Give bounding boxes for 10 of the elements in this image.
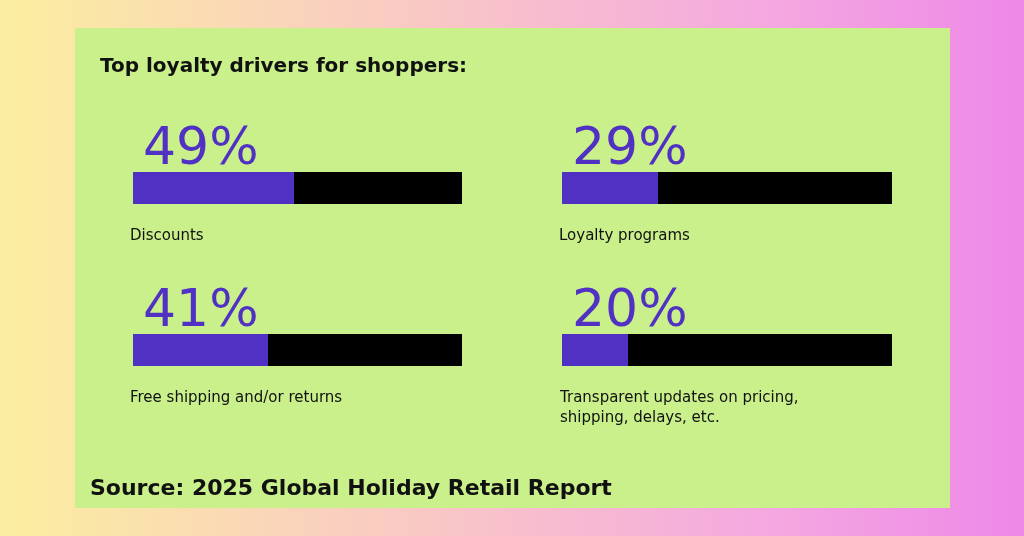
data-label: 41%: [143, 278, 259, 338]
annotation: Source: 2025 Global Holiday Retail Report: [90, 475, 613, 500]
chart-title: Top loyalty drivers for shoppers:: [100, 53, 468, 77]
data-label: 29%: [572, 116, 688, 176]
data-label: 20%: [572, 278, 688, 338]
category-label: Discounts: [130, 226, 204, 244]
category-label: Free shipping and/or returns: [130, 388, 343, 406]
category-label: Transparent updates on pricing, shipping, delays, etc.: [560, 388, 799, 426]
category-label: Loyalty programs: [559, 226, 690, 244]
data-label: 49%: [143, 116, 259, 176]
